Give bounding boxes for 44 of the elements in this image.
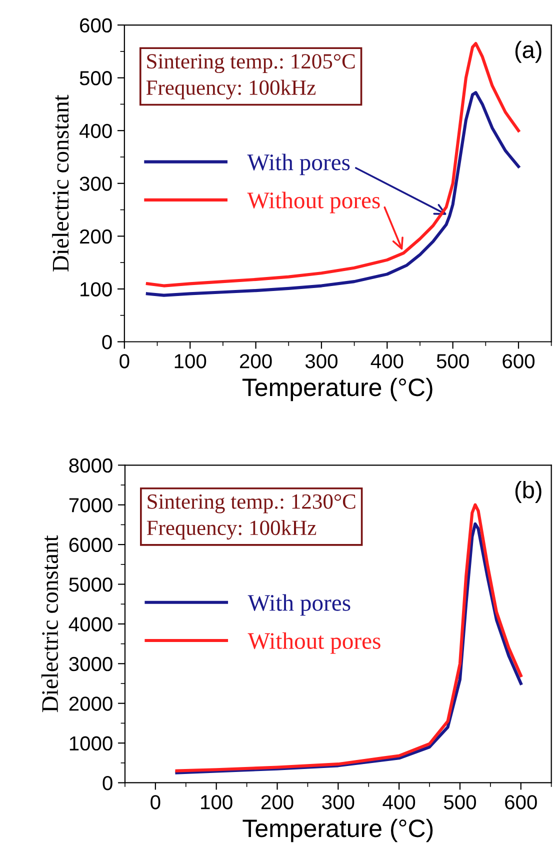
y-tick-label: 8000: [69, 458, 112, 473]
x-axis-title: Temperature (°C): [242, 818, 433, 842]
y-tick-label: 200: [80, 229, 112, 244]
y-axis-title: Dielectric constant: [52, 94, 69, 272]
y-tick-label: 600: [80, 18, 112, 33]
legend-label: With pores: [248, 594, 350, 616]
x-tick-label: 100: [201, 795, 232, 810]
y-tick-label: 0: [102, 776, 112, 790]
y-tick-label: 6000: [69, 538, 112, 552]
x-tick-label: 400: [382, 795, 416, 810]
x-tick-label: 500: [444, 795, 476, 810]
x-tick-label: 300: [305, 354, 338, 368]
y-axis-title: Dielectric constant: [41, 535, 58, 712]
y-tick-label: 500: [80, 71, 112, 86]
x-tick-label: 0: [150, 795, 160, 810]
y-tick-label: 300: [80, 176, 112, 191]
x-tick-label: 500: [436, 354, 469, 368]
y-tick-label: 7000: [69, 498, 112, 512]
y-tick-label: 5000: [69, 577, 112, 592]
legend-label: Without pores: [247, 192, 380, 214]
x-tick-label: 100: [174, 354, 206, 368]
x-tick-label: 600: [505, 795, 537, 810]
y-tick-label: 100: [80, 282, 112, 296]
legend-label: Without pores: [248, 632, 380, 654]
annotation: Sintering temp.: 1205°C: [147, 54, 355, 74]
y-tick-label: 2000: [69, 696, 112, 711]
annotation: (a): [515, 40, 542, 63]
annotation: (b): [515, 481, 542, 504]
y-tick-label: 3000: [69, 656, 112, 672]
annotation: Frequency: 100kHz: [146, 80, 316, 100]
y-tick-label: 1000: [70, 736, 112, 751]
x-tick-label: 200: [261, 795, 294, 810]
y-tick-label: 4000: [68, 617, 112, 632]
x-tick-label: 200: [240, 354, 272, 368]
y-tick-label: 400: [79, 124, 112, 138]
x-axis-title: Temperature (°C): [242, 378, 432, 402]
annotation: Sintering temp.: 1230°C: [148, 494, 356, 514]
y-tick-label: 0: [102, 334, 112, 350]
annotation: Frequency: 100kHz: [146, 520, 316, 540]
x-tick-label: 0: [120, 354, 130, 368]
x-tick-label: 300: [322, 795, 354, 810]
legend-label: With pores: [247, 154, 350, 176]
x-tick-label: 600: [502, 354, 535, 368]
x-tick-label: 400: [370, 354, 404, 368]
